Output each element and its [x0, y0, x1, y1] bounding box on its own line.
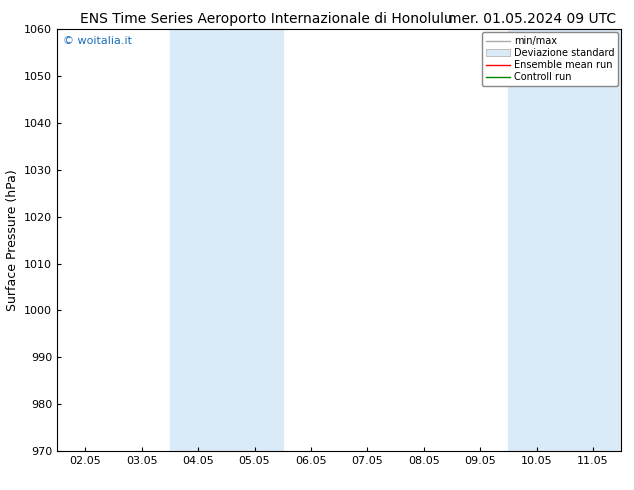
Bar: [170, 29, 283, 451]
Y-axis label: Surface Pressure (hPa): Surface Pressure (hPa): [6, 169, 18, 311]
Text: mer. 01.05.2024 09 UTC: mer. 01.05.2024 09 UTC: [448, 12, 617, 26]
Legend: min/max, Deviazione standard, Ensemble mean run, Controll run: min/max, Deviazione standard, Ensemble m…: [482, 32, 618, 86]
Text: ENS Time Series Aeroporto Internazionale di Honolulu: ENS Time Series Aeroporto Internazionale…: [80, 12, 453, 26]
Text: © woitalia.it: © woitalia.it: [63, 36, 132, 46]
Bar: [508, 29, 621, 451]
